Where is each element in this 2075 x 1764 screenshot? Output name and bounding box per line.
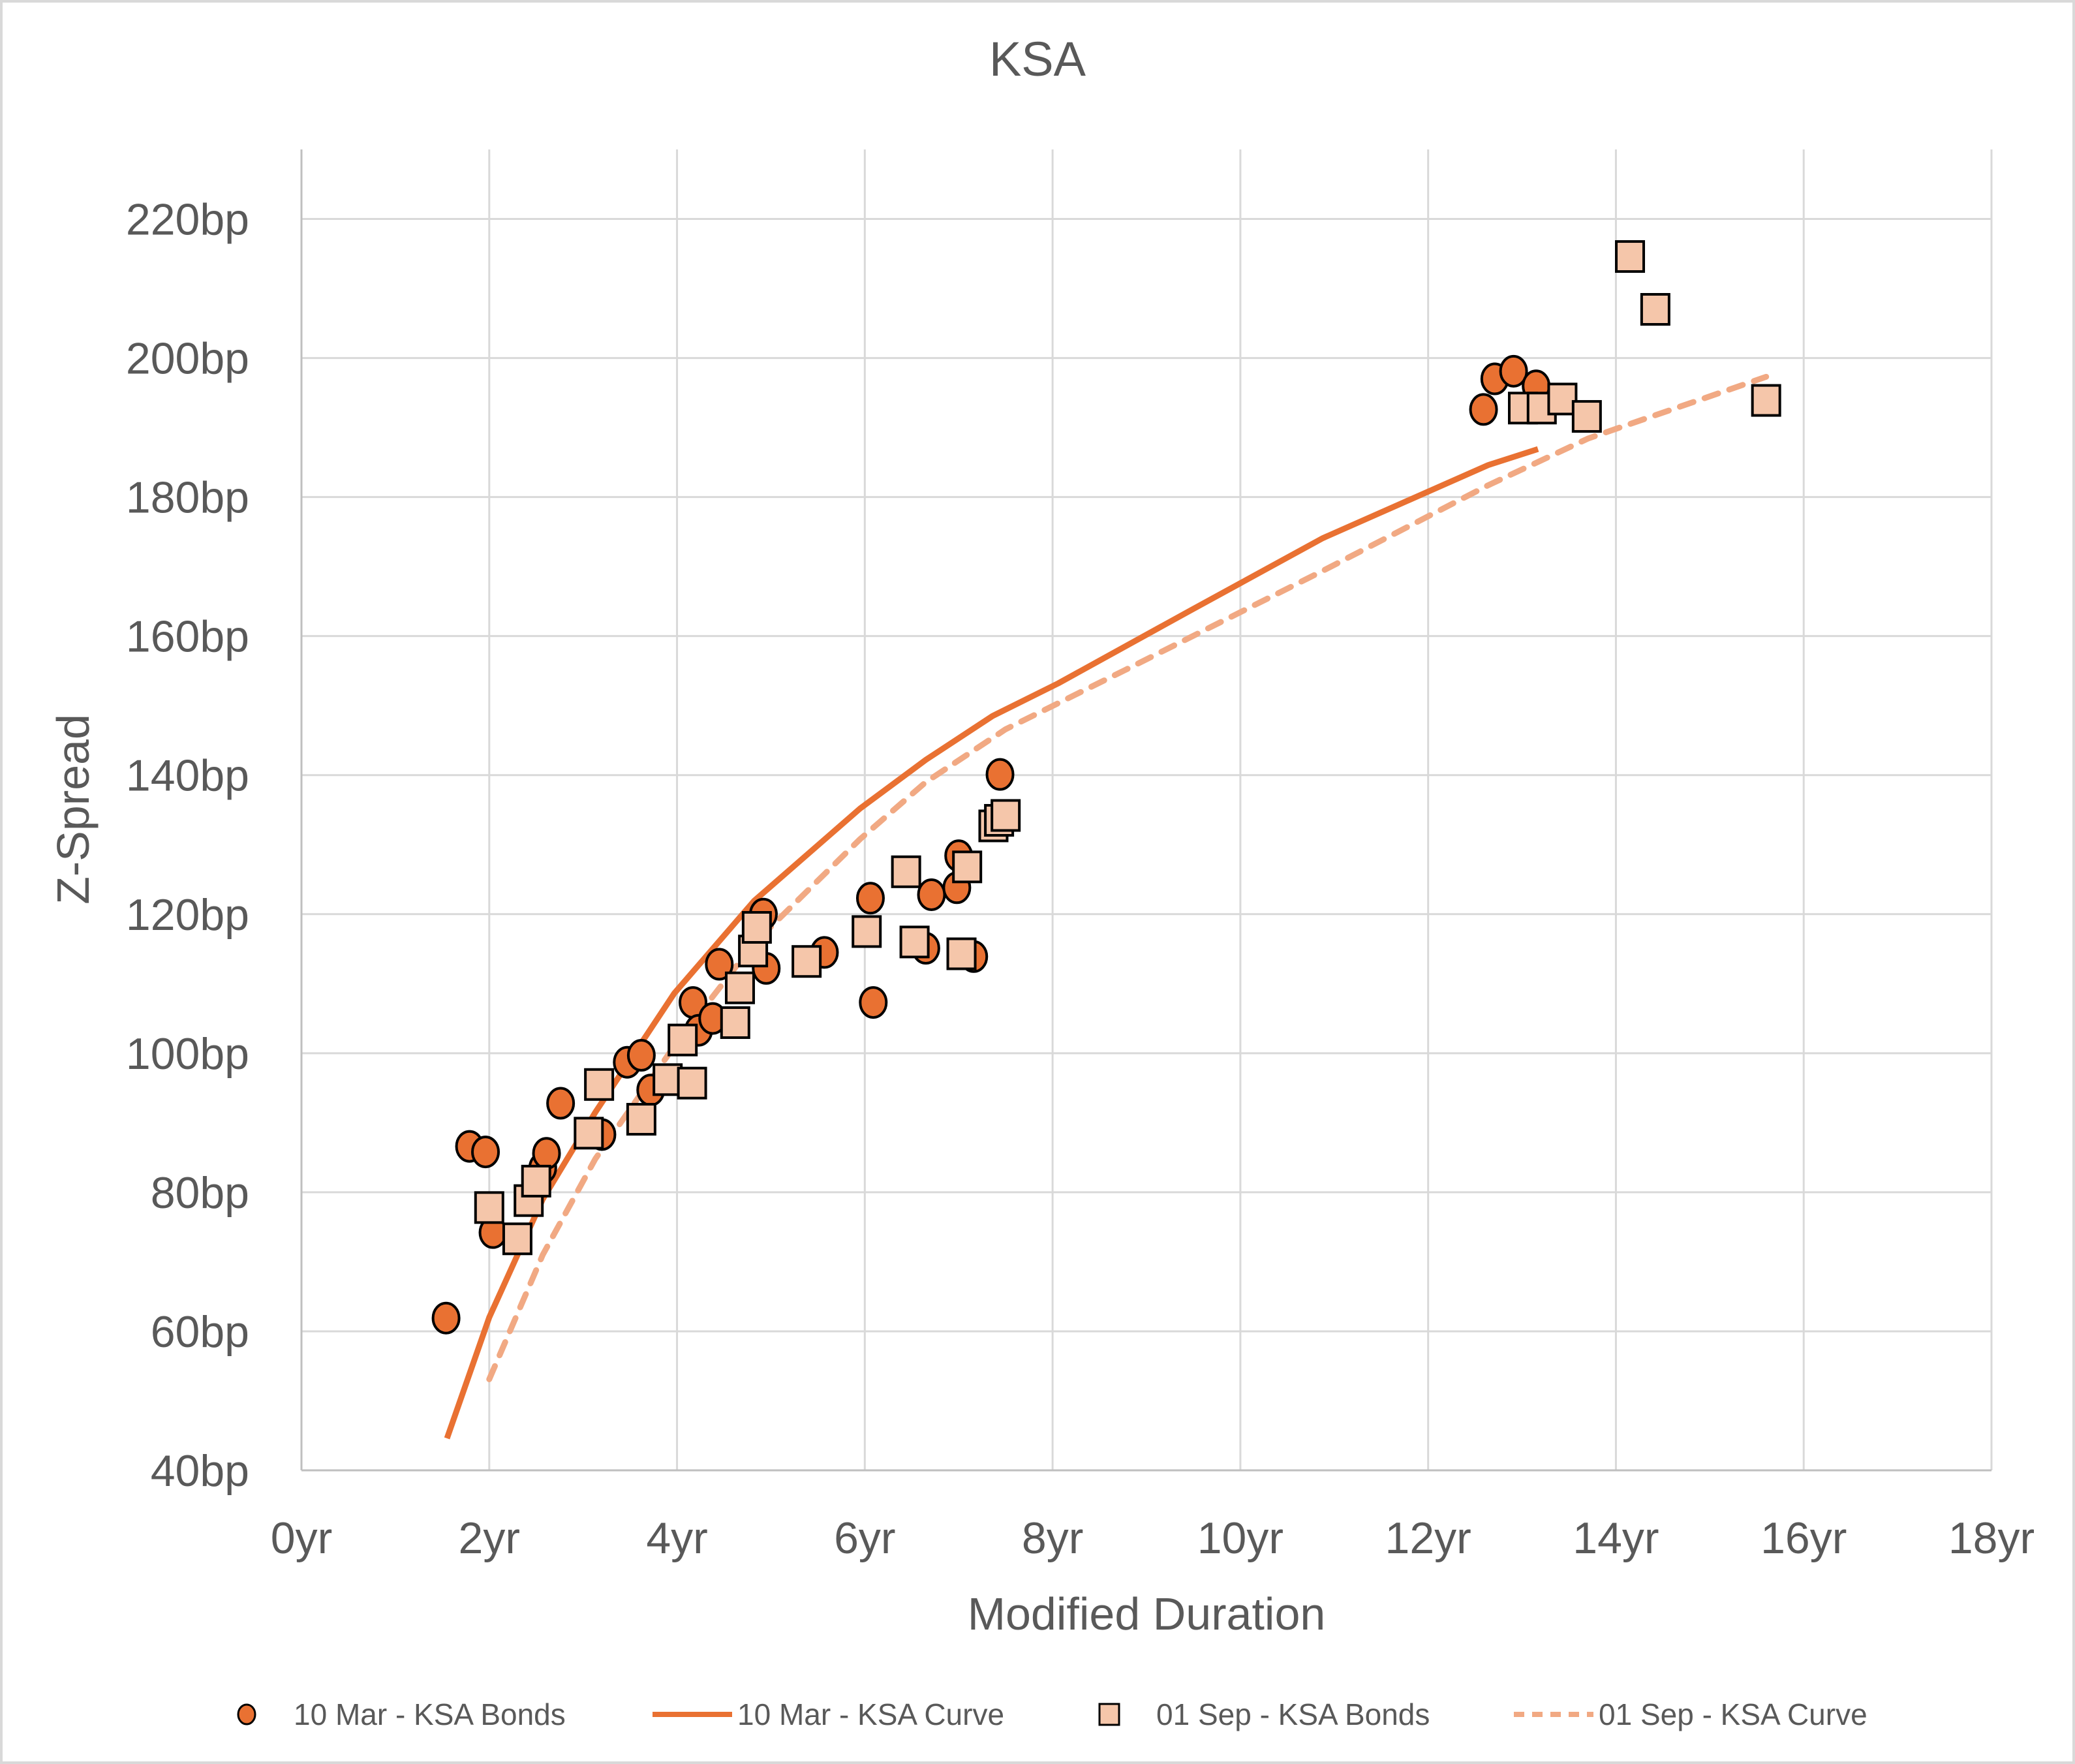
mar-bond-point	[431, 1301, 461, 1335]
sep-bond-point	[991, 799, 1021, 832]
mar-bond-point	[855, 882, 885, 915]
mar-bond-point	[626, 1039, 656, 1072]
mar-bond-point	[917, 878, 946, 911]
x-tick-label: 12yr	[1385, 1513, 1471, 1563]
y-tick-label: 200bp	[126, 334, 249, 384]
sep-bond-point	[574, 1117, 604, 1150]
sep-bond-point	[946, 937, 977, 970]
x-axis-title: Modified Duration	[968, 1588, 1326, 1639]
legend: 10 Mar - KSA Bonds 10 Mar - KSA Curve 01 S…	[237, 1697, 1868, 1731]
sep-bond-point	[584, 1068, 615, 1101]
x-tick-label: 16yr	[1760, 1513, 1847, 1563]
x-tick-label: 18yr	[1948, 1513, 2035, 1563]
x-tick-label: 6yr	[834, 1513, 895, 1563]
legend-label: 01 Sep - KSA Bonds	[1156, 1697, 1430, 1731]
mar-bond-point	[859, 986, 888, 1019]
legend-square-icon	[1098, 1703, 1120, 1726]
y-tick-label: 160bp	[126, 612, 249, 662]
legend-circle-icon	[237, 1703, 256, 1725]
y-tick-label: 220bp	[126, 195, 249, 245]
mar-bond-point	[1499, 354, 1528, 388]
sep-bond-point	[724, 971, 755, 1004]
sep-bond-point	[626, 1103, 656, 1136]
x-tick-label: 4yr	[646, 1513, 707, 1563]
mar-bond-point	[1469, 393, 1498, 426]
sep-bond-point	[792, 945, 822, 978]
sep-bond-point	[891, 855, 921, 888]
sep-bond-point	[1571, 400, 1602, 433]
legend-label: 01 Sep - KSA Curve	[1599, 1697, 1868, 1731]
sep-bond-point	[1640, 293, 1670, 326]
sep-bond-point	[502, 1222, 532, 1256]
x-tick-label: 0yr	[271, 1513, 332, 1563]
sep-bond-point	[1547, 382, 1578, 416]
plot-area	[431, 240, 1781, 1440]
mar-curve-line	[444, 446, 1539, 1440]
y-tick-label: 60bp	[151, 1307, 249, 1357]
sep-bond-point	[1751, 384, 1781, 417]
x-tick-label: 8yr	[1022, 1513, 1083, 1563]
mar-bond-point	[546, 1087, 576, 1120]
sep-bond-point	[852, 915, 882, 948]
sep-bond-point	[1615, 240, 1646, 273]
mar-bond-point	[471, 1136, 500, 1169]
x-tick-label: 2yr	[459, 1513, 520, 1563]
sep-bond-point	[474, 1191, 504, 1224]
x-tick-label: 14yr	[1573, 1513, 1659, 1563]
sep-bond-point	[741, 911, 772, 944]
y-tick-label: 40bp	[151, 1446, 249, 1496]
sep-bond-point	[521, 1164, 551, 1198]
axes: 40bp 60bp 80bp 100bp 120bp 140bp 160bp 180bp 200…	[126, 149, 2035, 1563]
y-tick-label: 100bp	[126, 1029, 249, 1079]
mar-bond-point	[532, 1137, 561, 1170]
sep-bond-point	[899, 925, 930, 959]
mar-bond-point	[985, 758, 1015, 791]
y-tick-label: 120bp	[126, 890, 249, 940]
x-tick-label: 10yr	[1197, 1513, 1283, 1563]
legend-label: 10 Mar - KSA Bonds	[294, 1697, 566, 1731]
y-tick-label: 80bp	[151, 1168, 249, 1218]
sep-bond-point	[668, 1023, 698, 1057]
y-axis-title: Z-Spread	[48, 714, 99, 905]
legend-label: 10 Mar - KSA Curve	[737, 1697, 1004, 1731]
sep-curve-line	[486, 373, 1770, 1382]
chart-title: KSA	[989, 32, 1086, 86]
sep-bond-point	[952, 850, 983, 884]
y-tick-label: 180bp	[126, 473, 249, 523]
y-tick-label: 140bp	[126, 751, 249, 801]
sep-bond-point	[720, 1006, 750, 1039]
sep-bond-point	[677, 1066, 707, 1100]
